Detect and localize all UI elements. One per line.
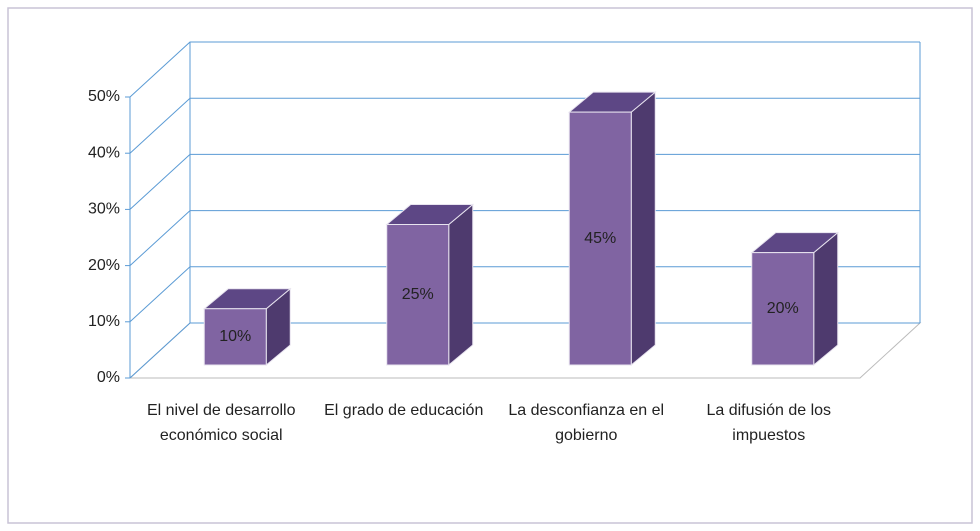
y-tick-label: 20% xyxy=(88,257,120,274)
x-tick-label: El nivel de desarrollo económico social xyxy=(146,402,296,444)
x-tick-label: La desconfianza en el gobierno xyxy=(508,402,665,444)
bar xyxy=(750,231,840,367)
bar-front xyxy=(203,308,267,366)
y-tick-label: 0% xyxy=(97,369,120,386)
bar xyxy=(202,287,292,367)
y-tick-label: 50% xyxy=(88,88,120,105)
grid-line xyxy=(129,210,920,266)
bar-front xyxy=(751,252,815,366)
data-label: 25% xyxy=(402,286,434,303)
bar-front xyxy=(568,111,632,366)
bar xyxy=(385,203,475,367)
bar-side xyxy=(813,231,839,367)
x-tick-label: El grado de educación xyxy=(324,402,484,419)
y-tick-label: 10% xyxy=(88,313,120,330)
data-label: 45% xyxy=(584,230,616,247)
data-label: 10% xyxy=(219,328,251,345)
y-tick-label: 30% xyxy=(88,201,120,218)
bar-front xyxy=(386,224,450,366)
grid-line xyxy=(129,41,920,98)
grid-line xyxy=(129,153,920,210)
bar-side xyxy=(630,91,656,367)
data-label: 20% xyxy=(767,300,799,317)
grid-line xyxy=(129,97,920,154)
grid-line xyxy=(129,266,920,323)
x-tick-label: La difusión de los impuestos xyxy=(706,402,832,444)
bar-side xyxy=(448,203,474,367)
grid-line xyxy=(129,322,920,379)
bar xyxy=(567,91,657,367)
y-tick-label: 40% xyxy=(88,144,120,161)
